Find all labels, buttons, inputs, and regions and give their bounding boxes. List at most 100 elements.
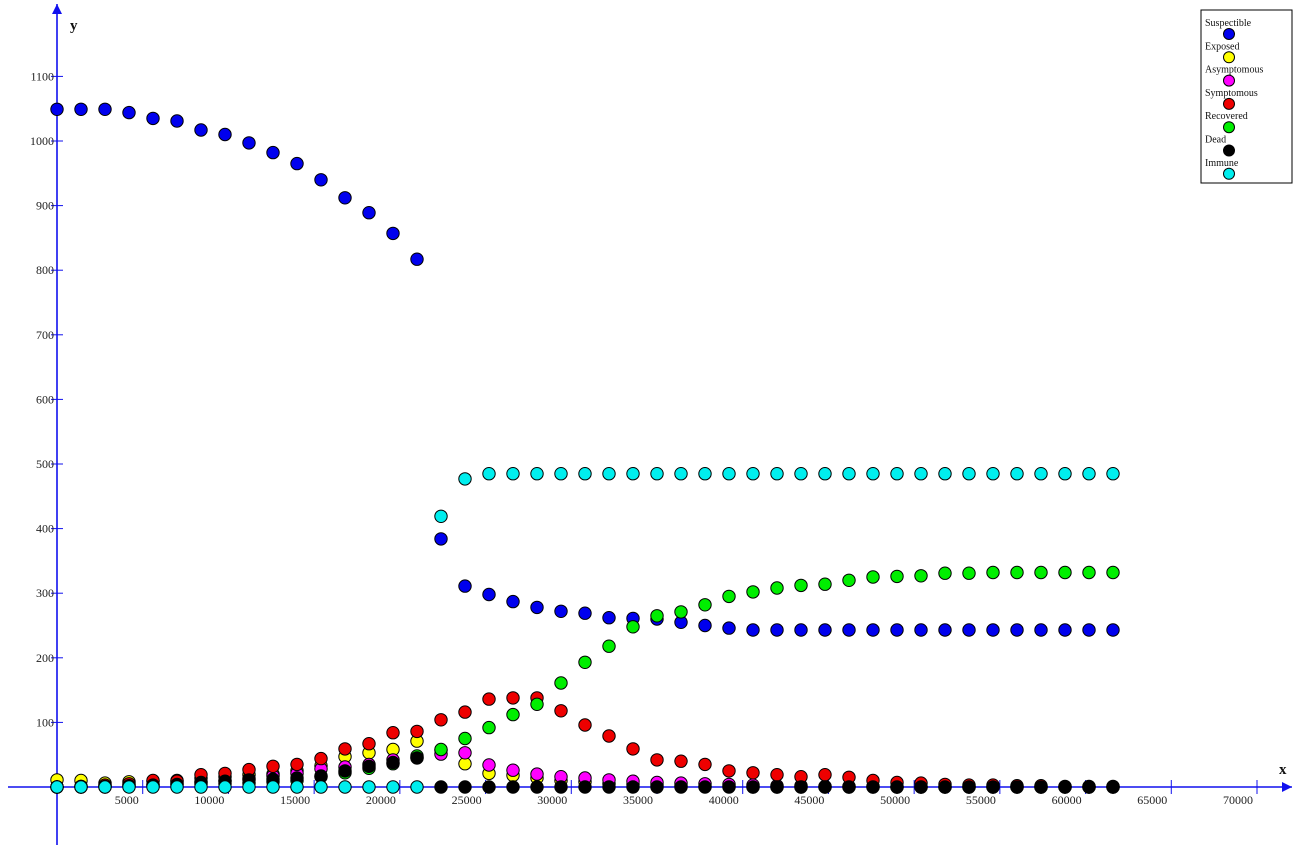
data-point-immune bbox=[362, 780, 376, 794]
data-point-immune bbox=[482, 467, 496, 481]
data-point-dead bbox=[866, 780, 880, 794]
data-point-immune bbox=[506, 467, 520, 481]
legend-marker bbox=[1223, 51, 1235, 64]
data-point-suspectible bbox=[218, 127, 232, 142]
x-axis-arrowhead bbox=[1282, 782, 1292, 792]
data-point-immune bbox=[98, 780, 112, 794]
data-point-dead bbox=[650, 780, 664, 794]
data-point-immune bbox=[818, 467, 832, 481]
data-point-immune bbox=[434, 509, 448, 523]
data-point-suspectible bbox=[482, 587, 496, 602]
data-point-immune bbox=[242, 780, 256, 794]
data-point-dead bbox=[602, 780, 616, 794]
legend-entry-label: Suspectible bbox=[1205, 18, 1252, 29]
y-tick-label: 100 bbox=[36, 715, 54, 729]
data-point-suspectible bbox=[434, 532, 448, 546]
data-point-recovered bbox=[578, 655, 592, 669]
data-point-asymptomous bbox=[530, 767, 544, 781]
data-point-recovered bbox=[986, 565, 1000, 580]
data-point-suspectible bbox=[794, 623, 808, 637]
data-point-recovered bbox=[506, 707, 520, 722]
data-point-suspectible bbox=[1082, 623, 1096, 637]
y-tick-label: 200 bbox=[36, 651, 54, 665]
data-point-suspectible bbox=[722, 621, 736, 635]
data-point-recovered bbox=[674, 605, 688, 619]
data-point-dead bbox=[842, 780, 856, 794]
data-point-immune bbox=[530, 467, 544, 481]
data-point-dead bbox=[410, 751, 424, 765]
data-point-dead bbox=[626, 780, 640, 794]
data-point-immune bbox=[578, 467, 592, 481]
data-point-dead bbox=[362, 759, 376, 773]
x-tick-label: 40000 bbox=[709, 793, 739, 807]
data-point-immune bbox=[170, 780, 184, 794]
data-point-immune bbox=[386, 780, 400, 794]
data-point-dead bbox=[794, 780, 808, 794]
data-points bbox=[50, 102, 1120, 794]
data-point-suspectible bbox=[986, 623, 1000, 637]
data-point-suspectible bbox=[410, 252, 424, 266]
data-point-immune bbox=[962, 467, 976, 481]
x-tick-label: 70000 bbox=[1223, 793, 1253, 807]
data-point-dead bbox=[1058, 780, 1072, 794]
data-point-immune bbox=[914, 467, 928, 481]
data-point-recovered bbox=[434, 742, 448, 757]
data-point-immune bbox=[122, 780, 136, 794]
data-point-suspectible bbox=[386, 226, 400, 241]
data-point-suspectible bbox=[74, 102, 88, 117]
data-point-recovered bbox=[1034, 565, 1048, 580]
axis-ticks: 5000 10000 15000 20000 25000 30000 35000 40000 4… bbox=[30, 69, 1258, 807]
data-point-suspectible bbox=[818, 623, 832, 637]
data-point-suspectible bbox=[1058, 623, 1072, 637]
data-point-recovered bbox=[890, 569, 904, 584]
y-tick-label: 700 bbox=[36, 328, 54, 342]
data-point-immune bbox=[554, 467, 568, 481]
data-point-recovered bbox=[818, 577, 832, 591]
x-tick-label: 10000 bbox=[194, 793, 224, 807]
y-tick-label: 400 bbox=[36, 522, 54, 536]
x-tick-label: 50000 bbox=[880, 793, 910, 807]
y-axis-arrowhead bbox=[52, 4, 62, 14]
data-point-dead bbox=[698, 780, 712, 794]
legend-marker bbox=[1223, 167, 1235, 180]
data-point-dead bbox=[434, 780, 448, 794]
data-point-immune bbox=[938, 467, 952, 481]
legend-marker bbox=[1223, 28, 1235, 40]
data-point-suspectible bbox=[338, 191, 352, 205]
data-point-recovered bbox=[458, 731, 472, 746]
data-point-recovered bbox=[554, 676, 568, 690]
data-point-symptomous bbox=[746, 766, 760, 780]
data-point-recovered bbox=[962, 566, 976, 580]
data-point-symptomous bbox=[698, 757, 712, 772]
data-point-recovered bbox=[938, 566, 952, 580]
data-point-symptomous bbox=[434, 713, 448, 727]
data-point-recovered bbox=[914, 569, 928, 583]
data-point-symptomous bbox=[578, 718, 592, 732]
data-point-suspectible bbox=[194, 123, 208, 137]
x-tick-label: 60000 bbox=[1052, 793, 1082, 807]
data-point-symptomous bbox=[722, 764, 736, 778]
x-tick-label: 35000 bbox=[623, 793, 653, 807]
legend: Suspectible Exposed Asymptomous Symptomous R… bbox=[1200, 9, 1293, 184]
data-point-dead bbox=[914, 780, 928, 794]
legend-entry-label: Symptomous bbox=[1205, 88, 1258, 99]
data-point-suspectible bbox=[170, 114, 184, 128]
data-point-asymptomous bbox=[482, 758, 496, 772]
data-point-immune bbox=[674, 467, 688, 481]
data-point-dead bbox=[986, 780, 1000, 794]
series-immune bbox=[50, 467, 1120, 794]
data-point-dead bbox=[1082, 780, 1096, 794]
data-point-recovered bbox=[530, 697, 544, 711]
y-tick-label: 1100 bbox=[30, 69, 54, 83]
data-point-immune bbox=[890, 467, 904, 481]
data-point-immune bbox=[866, 467, 880, 481]
data-point-suspectible bbox=[506, 594, 520, 609]
legend-marker bbox=[1223, 74, 1235, 87]
data-point-immune bbox=[770, 467, 784, 481]
data-point-immune bbox=[794, 467, 808, 481]
data-point-suspectible bbox=[530, 600, 544, 615]
data-point-recovered bbox=[842, 573, 856, 587]
legend-marker bbox=[1223, 97, 1235, 110]
data-point-dead bbox=[458, 780, 472, 794]
